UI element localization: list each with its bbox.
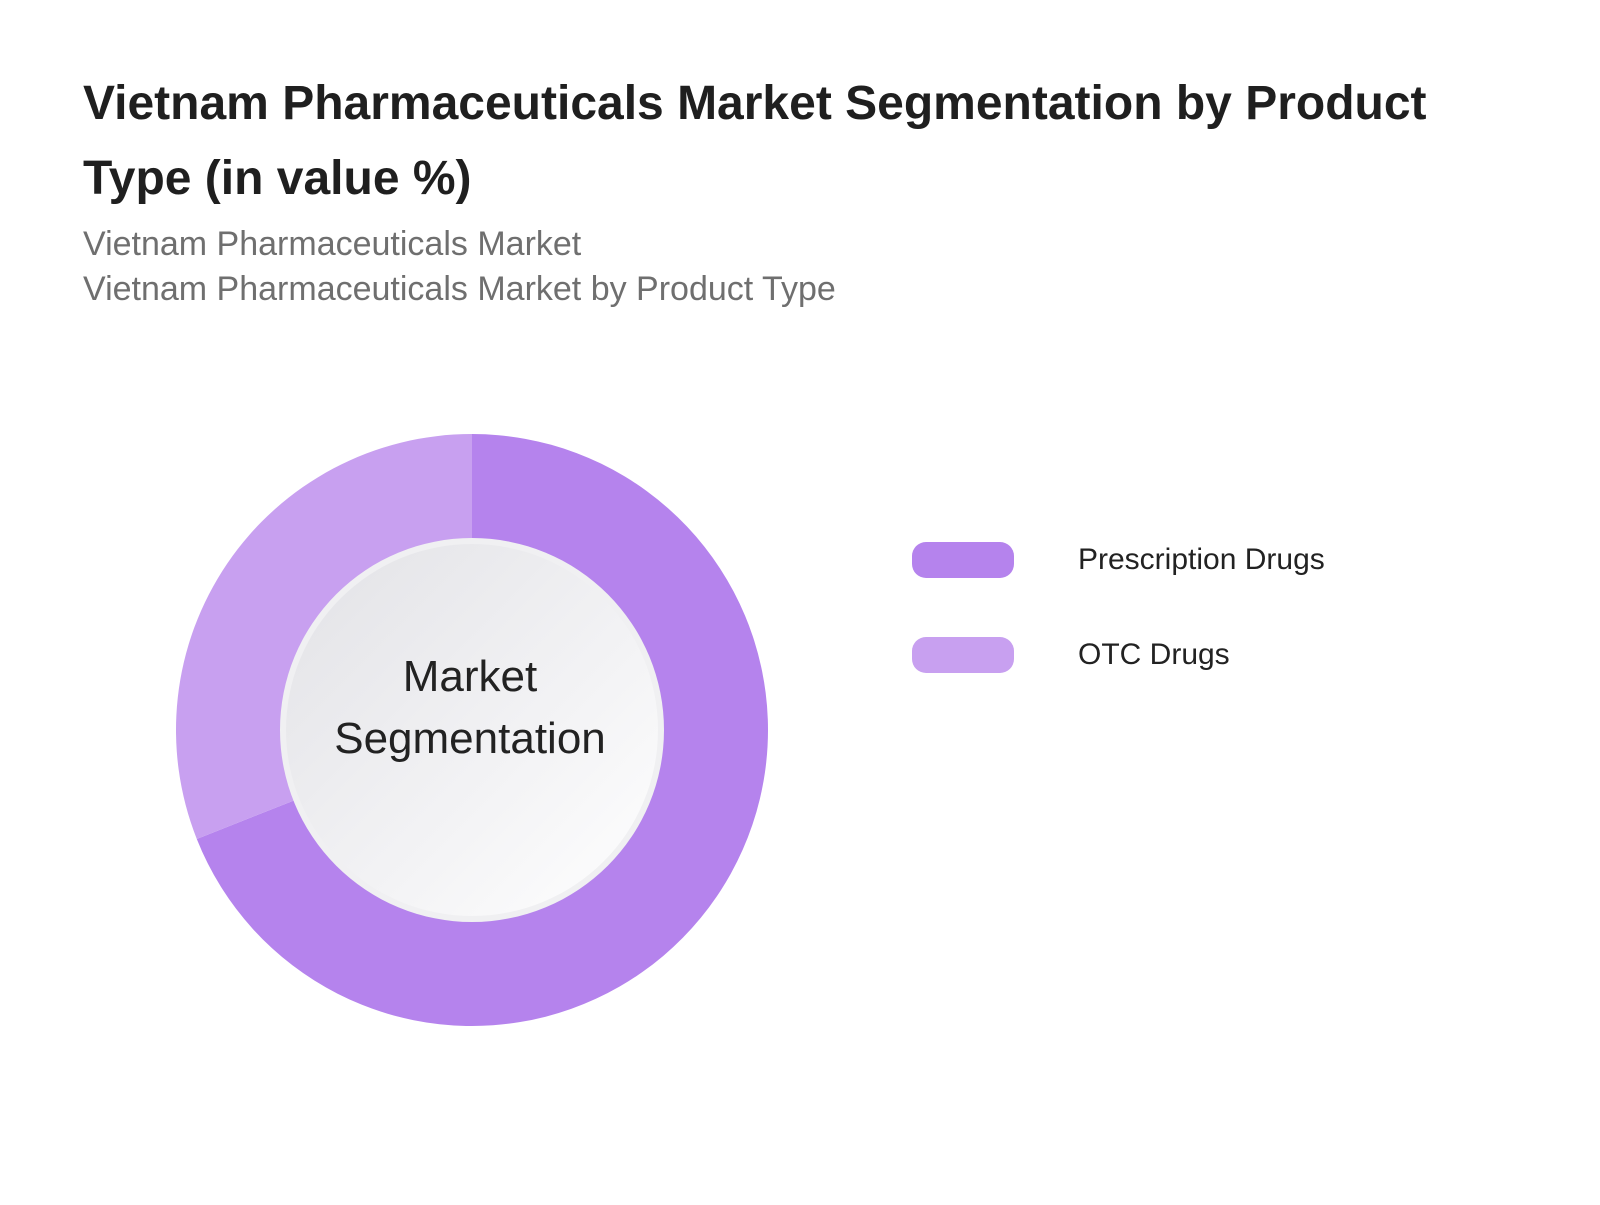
donut-center-disc: [286, 544, 658, 916]
legend-item-prescription-drugs: Prescription Drugs: [912, 542, 1512, 637]
legend-swatch-otc-drugs: [912, 637, 1014, 673]
legend-label-otc-drugs: OTC Drugs: [1078, 638, 1230, 671]
chart-subtitle-primary: Vietnam Pharmaceuticals Market: [83, 225, 582, 263]
legend-swatch-prescription-drugs: [912, 542, 1014, 578]
donut-center-label: Market Segmentation: [334, 652, 606, 763]
chart-legend: Prescription Drugs OTC Drugs: [912, 542, 1512, 732]
donut-slice-prescription-drugs: [196, 434, 769, 1026]
legend-item-otc-drugs: OTC Drugs: [912, 637, 1512, 732]
donut-slices: [176, 434, 769, 1026]
chart-subtitle-secondary: Vietnam Pharmaceuticals Market by Produc…: [83, 270, 836, 308]
donut-slice-otc-drugs: [176, 434, 472, 839]
legend-label-prescription-drugs: Prescription Drugs: [1078, 543, 1325, 576]
chart-title: Vietnam Pharmaceuticals Market Segmentat…: [83, 77, 1427, 205]
